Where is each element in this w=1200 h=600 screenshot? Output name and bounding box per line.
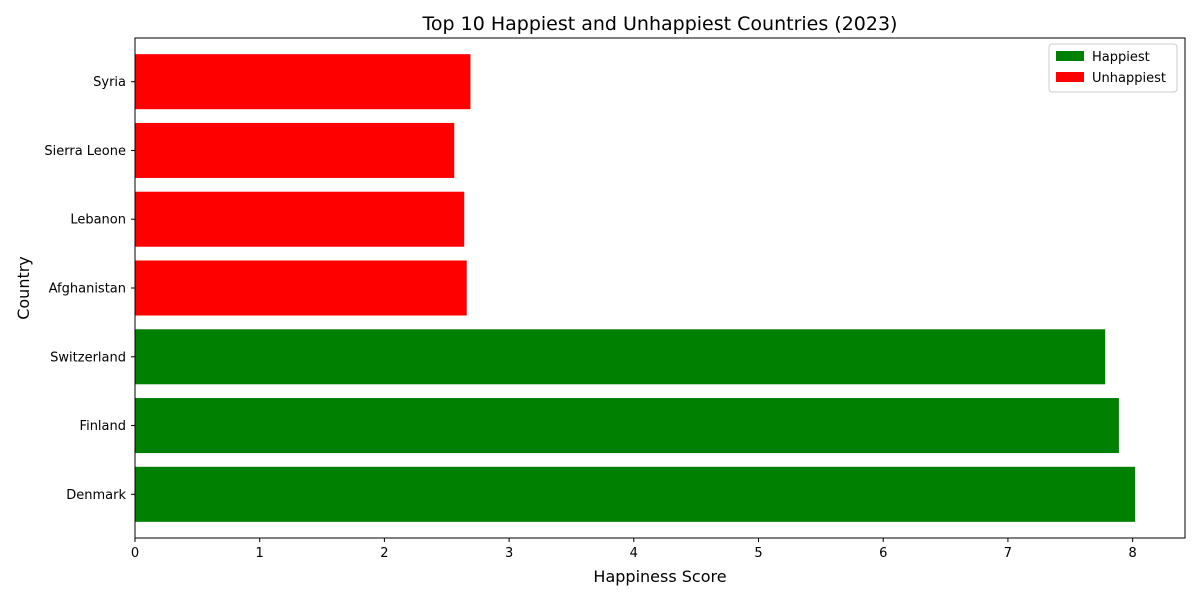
- y-tick-label: Sierra Leone: [44, 144, 126, 159]
- bar-syria: [135, 54, 471, 110]
- bar-afghanistan: [135, 260, 467, 316]
- bar-switzerland: [135, 329, 1106, 385]
- chart-title: Top 10 Happiest and Unhappiest Countries…: [422, 13, 898, 35]
- x-axis-ticks: 0 1 2 3 4 5 6 7 8: [131, 538, 1137, 561]
- y-tick-label: Lebanon: [70, 213, 126, 228]
- y-axis-label: Country: [14, 256, 33, 320]
- x-tick-label: 7: [1004, 546, 1012, 561]
- y-tick-label: Syria: [93, 75, 126, 90]
- x-tick-label: 8: [1128, 546, 1136, 561]
- y-tick-label: Denmark: [66, 488, 126, 503]
- x-tick-label: 5: [754, 546, 762, 561]
- legend: Happiest Unhappiest: [1048, 43, 1178, 93]
- x-tick-label: 1: [256, 546, 264, 561]
- x-axis-label: Happiness Score: [593, 567, 726, 586]
- legend-swatch: [1056, 51, 1084, 61]
- bar-finland: [135, 398, 1119, 454]
- legend-entry: Unhappiest: [1092, 71, 1166, 86]
- x-tick-label: 6: [879, 546, 887, 561]
- y-tick-label: Afghanistan: [49, 282, 126, 297]
- bar-lebanon: [135, 191, 465, 247]
- bar-denmark: [135, 466, 1136, 522]
- bars-group: [135, 54, 1136, 522]
- x-tick-label: 3: [505, 546, 513, 561]
- legend-entry: Happiest: [1092, 50, 1150, 65]
- x-tick-label: 4: [630, 546, 638, 561]
- bar-sierra-leone: [135, 122, 455, 178]
- y-axis-ticks: Denmark Finland Switzerland Afghanistan Leba…: [44, 75, 135, 503]
- x-tick-label: 2: [380, 546, 388, 561]
- x-tick-label: 0: [131, 546, 139, 561]
- y-tick-label: Finland: [80, 419, 126, 434]
- legend-swatch: [1056, 72, 1084, 82]
- y-tick-label: Switzerland: [50, 350, 126, 365]
